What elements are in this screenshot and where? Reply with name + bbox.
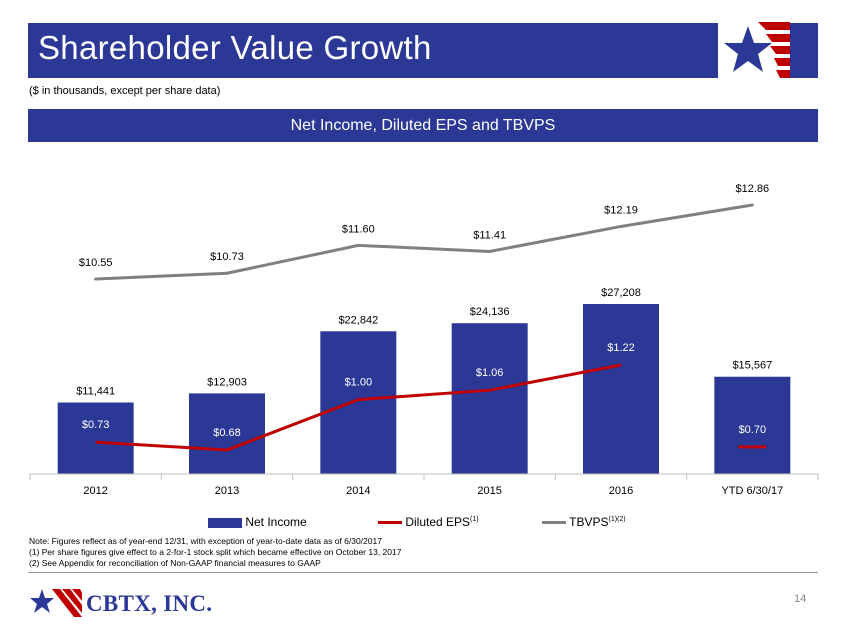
- legend-label-eps: Diluted EPS: [405, 515, 471, 529]
- company-name: CBTX, INC.: [86, 591, 213, 616]
- bar-net-income: [714, 376, 791, 474]
- bar-net-income: [320, 331, 397, 474]
- eps-value-label: $0.73: [82, 419, 110, 431]
- bar-value-label: $27,208: [601, 287, 641, 299]
- tbvps-value-label: $12.19: [604, 204, 638, 216]
- page-title: Shareholder Value Growth: [38, 29, 432, 66]
- footer-divider: [28, 572, 818, 573]
- chart-section-title: Net Income, Diluted EPS and TBVPS: [28, 109, 818, 142]
- x-tick-label: YTD 6/30/17: [721, 485, 783, 497]
- tbvps-point: [750, 203, 754, 207]
- bar-net-income: [189, 393, 265, 474]
- x-tick-label: 2012: [83, 485, 107, 497]
- title-bar: Shareholder Value Growth: [28, 23, 818, 78]
- footnote-line: (1) Per share figures give effect to a 2…: [29, 547, 402, 557]
- legend-diluted-eps: Diluted EPS(1): [378, 515, 479, 529]
- eps-value-label: $0.68: [213, 427, 241, 439]
- tbvps-value-label: $12.86: [736, 183, 770, 195]
- legend-swatch-bar: [208, 517, 242, 528]
- bar-value-label: $24,136: [470, 306, 510, 318]
- units-note: ($ in thousands, except per share data): [29, 85, 221, 97]
- x-tick-label: 2014: [346, 485, 370, 497]
- bar-value-label: $12,903: [207, 376, 247, 388]
- star-flag-icon: [718, 16, 790, 82]
- tbvps-point: [488, 249, 492, 253]
- tbvps-point: [94, 277, 98, 281]
- legend-eps-footnote: (1): [470, 516, 479, 523]
- legend-tbvps-footnote: (1)(2): [608, 516, 626, 523]
- bar-value-label: $11,441: [76, 386, 115, 398]
- x-tick-label: 2015: [477, 485, 501, 497]
- eps-value-label: $1.22: [607, 342, 635, 354]
- footnote-line: (2) See Appendix for reconciliation of N…: [29, 558, 321, 568]
- legend-swatch-eps: [378, 521, 402, 525]
- eps-value-label: $1.00: [345, 377, 373, 389]
- tbvps-point: [225, 271, 229, 275]
- bar-value-label: $15,567: [732, 360, 772, 372]
- bar-value-label: $22,842: [338, 314, 378, 326]
- legend-net-income: Net Income: [208, 515, 307, 529]
- x-tick-label: 2013: [215, 485, 239, 497]
- eps-line: [95, 363, 622, 452]
- eps-value-label: $0.70: [739, 424, 767, 436]
- tbvps-value-label: $10.73: [210, 251, 244, 263]
- footnotes: Note: Figures reflect as of year-end 12/…: [29, 536, 401, 569]
- tbvps-value-label: $11.41: [473, 229, 506, 241]
- page-number: 14: [794, 593, 807, 605]
- cbtx-logo-icon: [30, 589, 82, 617]
- tbvps-point: [619, 224, 623, 228]
- legend-label-tbvps: TBVPS: [569, 515, 609, 529]
- legend-tbvps: TBVPS(1)(2): [542, 515, 626, 529]
- tbvps-value-label: $11.60: [342, 223, 375, 235]
- footnote-line: Note: Figures reflect as of year-end 12/…: [29, 536, 382, 546]
- x-tick-label: 2016: [609, 485, 633, 497]
- bar-net-income: [451, 323, 528, 474]
- tbvps-line: [95, 203, 753, 281]
- legend-swatch-tbvps: [542, 521, 566, 525]
- bar-net-income: [57, 402, 134, 474]
- tbvps-value-label: $10.55: [79, 257, 113, 269]
- eps-value-label: $1.06: [476, 367, 504, 379]
- tbvps-point: [356, 243, 360, 247]
- bar-net-income: [583, 304, 659, 474]
- legend-label-net-income: Net Income: [245, 515, 307, 529]
